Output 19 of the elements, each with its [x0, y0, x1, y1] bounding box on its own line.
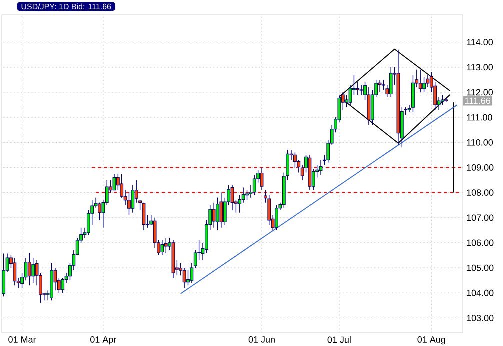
y-tick-label: 106.00: [467, 240, 494, 246]
y-tick-label: 111.00: [467, 114, 492, 121]
y-tick-label: 108.00: [467, 190, 494, 196]
x-tick-label: 01 Mar: [8, 336, 36, 343]
chart-title: USD/JPY: 1D Bid: 111.66: [22, 4, 112, 10]
x-tick-label: 01 Jun: [248, 336, 275, 343]
y-tick-label: 112.00: [467, 89, 494, 96]
x-tick-label: 01 Aug: [418, 336, 446, 345]
x-tick-label: 01 Apr: [90, 336, 117, 345]
y-tick-label: 114.00: [467, 39, 494, 46]
y-tick-label: 105.00: [467, 264, 494, 272]
x-tick-label: 01 Jul: [328, 336, 351, 344]
y-tick-label: 110.00: [467, 139, 494, 146]
y-tick-label: 113.00: [467, 64, 494, 71]
y-tick-label: 104.00: [467, 290, 494, 296]
y-tick-label: 103.00: [467, 315, 494, 322]
y-tick-label: 109.00: [467, 164, 494, 171]
y-tick-label: 107.00: [467, 214, 494, 222]
annotation: 111.66: [465, 98, 491, 104]
